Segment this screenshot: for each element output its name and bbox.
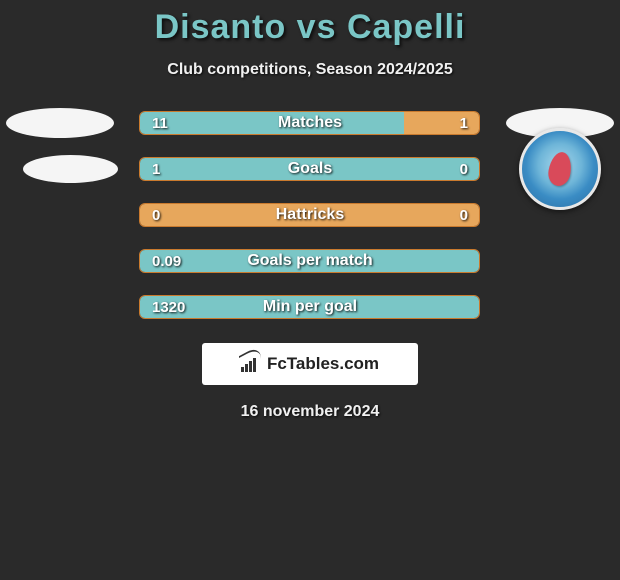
stat-value-right: 0 — [460, 207, 468, 224]
stat-value-left: 1 — [152, 161, 160, 178]
stat-bar — [139, 295, 480, 319]
stat-bar-left — [140, 250, 479, 272]
stat-bar — [139, 249, 480, 273]
comparison-infographic: Disanto vs Capelli Club competitions, Se… — [0, 0, 620, 421]
stat-value-left: 11 — [152, 115, 168, 132]
stat-rows: 11 Matches 1 1 Goals 0 0 Hattricks 0 — [0, 111, 620, 319]
stat-value-right: 0 — [460, 161, 468, 178]
stat-bar — [139, 157, 480, 181]
stat-value-left: 0 — [152, 207, 160, 224]
date-text: 16 november 2024 — [0, 403, 620, 421]
stat-row-goals: 1 Goals 0 — [0, 157, 620, 181]
stat-value-right: 1 — [460, 115, 468, 132]
team-badge-left-placeholder — [23, 155, 118, 183]
source-logo: FcTables.com — [202, 343, 418, 385]
team-badge-right — [519, 128, 601, 210]
stat-row-min-per-goal: 1320 Min per goal — [0, 295, 620, 319]
stat-value-left: 0.09 — [152, 253, 181, 270]
stat-bar — [139, 203, 480, 227]
stat-row-goals-per-match: 0.09 Goals per match — [0, 249, 620, 273]
stat-bar-left — [140, 112, 404, 134]
page-title: Disanto vs Capelli — [0, 8, 620, 47]
stat-row-hattricks: 0 Hattricks 0 — [0, 203, 620, 227]
bar-chart-icon — [241, 356, 261, 372]
team-badge-left-placeholder — [6, 108, 114, 138]
stat-row-matches: 11 Matches 1 — [0, 111, 620, 135]
stat-bar-left — [140, 296, 479, 318]
source-logo-text: FcTables.com — [267, 354, 379, 374]
stat-bar-right — [140, 204, 479, 226]
stat-bar-left — [140, 158, 479, 180]
stat-bar — [139, 111, 480, 135]
stat-value-left: 1320 — [152, 299, 185, 316]
subtitle: Club competitions, Season 2024/2025 — [0, 61, 620, 79]
